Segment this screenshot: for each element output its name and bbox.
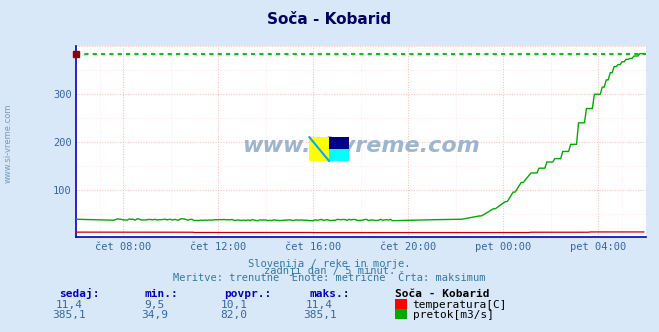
Text: pretok[m3/s]: pretok[m3/s]: [413, 310, 494, 320]
Text: Soča - Kobarid: Soča - Kobarid: [395, 289, 490, 299]
Text: 385,1: 385,1: [52, 310, 86, 320]
Text: 11,4: 11,4: [306, 300, 333, 310]
Text: www.si-vreme.com: www.si-vreme.com: [3, 103, 13, 183]
Text: www.si-vreme.com: www.si-vreme.com: [242, 136, 480, 156]
Text: povpr.:: povpr.:: [224, 289, 272, 299]
Bar: [329, 149, 349, 161]
Bar: [329, 137, 349, 149]
Text: Meritve: trenutne  Enote: metrične  Črta: maksimum: Meritve: trenutne Enote: metrične Črta: …: [173, 273, 486, 283]
Text: 34,9: 34,9: [142, 310, 168, 320]
Text: 10,1: 10,1: [221, 300, 247, 310]
Text: 11,4: 11,4: [56, 300, 82, 310]
Text: min.:: min.:: [145, 289, 179, 299]
Text: 385,1: 385,1: [302, 310, 337, 320]
Text: temperatura[C]: temperatura[C]: [413, 300, 507, 310]
Bar: [309, 137, 329, 161]
Text: Slovenija / reke in morje.: Slovenija / reke in morje.: [248, 259, 411, 269]
Text: 9,5: 9,5: [145, 300, 165, 310]
Text: Soča - Kobarid: Soča - Kobarid: [268, 12, 391, 27]
Text: maks.:: maks.:: [310, 289, 350, 299]
Text: sedaj:: sedaj:: [59, 288, 100, 299]
Text: zadnji dan / 5 minut.: zadnji dan / 5 minut.: [264, 266, 395, 276]
Text: 82,0: 82,0: [221, 310, 247, 320]
